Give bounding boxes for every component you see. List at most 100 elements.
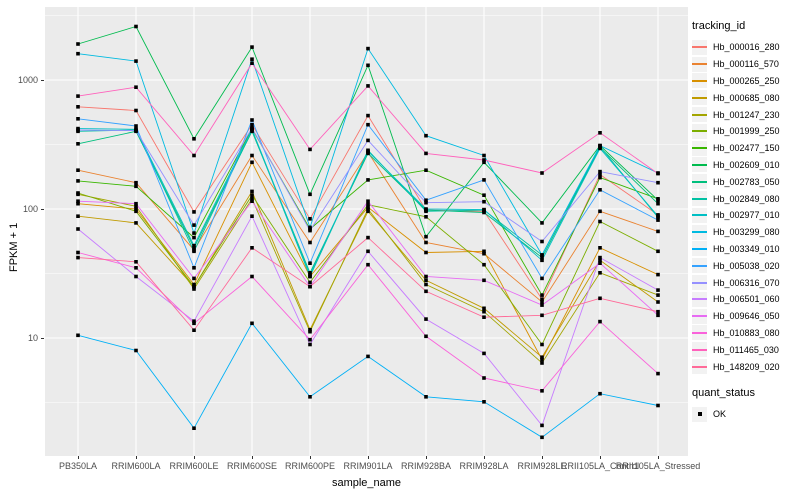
legend-item-label: Hb_000016_280 [713, 42, 780, 53]
line-sample-icon [692, 365, 707, 368]
legend-item: Hb_003349_010 [692, 241, 798, 258]
y-tick-label: 10 [27, 333, 38, 343]
x-tick-mark [658, 456, 659, 459]
x-tick-label: RRII105LA_Stressed [615, 461, 701, 471]
legend-item-label: Hb_006501_060 [713, 294, 780, 305]
legend-item-label: Hb_001999_250 [713, 126, 780, 137]
legend-item: Hb_002609_010 [692, 157, 798, 174]
legend-item: Hb_001247_230 [692, 106, 798, 123]
x-tick-mark [194, 456, 195, 459]
legend-key-swatch [692, 342, 707, 358]
legend-item-ok: OK [692, 406, 798, 423]
legend-item: Hb_010883_080 [692, 325, 798, 342]
data-points [76, 24, 660, 440]
gridlines-minor [45, 15, 688, 403]
line-sample-icon [692, 247, 707, 250]
legend-item: Hb_148209_020 [692, 358, 798, 375]
legend-key-swatch [692, 291, 707, 307]
legend-item-label: Hb_000265_250 [713, 75, 780, 86]
x-tick-mark [252, 456, 253, 459]
legend-key-swatch [692, 325, 707, 341]
legend-item: Hb_001999_250 [692, 123, 798, 140]
y-tick-label: 100 [22, 204, 38, 214]
legend-item-label: Hb_000116_570 [713, 59, 779, 70]
legend-item: Hb_002477_150 [692, 140, 798, 157]
legend-item-label: Hb_002609_010 [713, 159, 780, 170]
legend-item: Hb_000265_250 [692, 73, 798, 90]
legend-item: Hb_000116_570 [692, 56, 798, 73]
legend-item-label: Hb_006316_070 [713, 277, 780, 288]
line-sample-icon [692, 214, 707, 217]
legend-item: Hb_011465_030 [692, 341, 798, 358]
x-tick-mark [426, 456, 427, 459]
line-sample-icon [692, 96, 707, 99]
legend-item: Hb_000016_280 [692, 39, 798, 56]
legend-key-swatch [692, 157, 707, 173]
legend-item-label: Hb_148209_020 [713, 361, 780, 372]
plot-panel [45, 7, 688, 456]
x-tick-mark [484, 456, 485, 459]
legend-item-label: Hb_001247_230 [713, 109, 780, 120]
legend-item: Hb_000685_080 [692, 89, 798, 106]
y-tick-label: 1000 [17, 75, 38, 85]
legend-title-quant-status: quant_status [692, 386, 755, 399]
legend-item-label: OK [713, 409, 727, 420]
x-axis-title: sample_name [331, 477, 402, 489]
line-sample-icon [692, 231, 707, 234]
legend-key-swatch [692, 73, 707, 89]
legend-title-tracking-id: tracking_id [692, 20, 746, 32]
x-tick-label: RRIM928LA [459, 461, 509, 471]
legend-key-swatch [692, 359, 707, 375]
x-tick-label: RRII105LA_Control [560, 461, 640, 471]
line-sample-icon [692, 348, 707, 351]
line-sample-icon [692, 197, 707, 200]
legend-key-swatch [692, 241, 707, 257]
line-sample-icon [692, 163, 707, 166]
legend-item-label: Hb_002783_050 [713, 176, 780, 187]
legend-item: Hb_002977_010 [692, 207, 798, 224]
x-tick-label: RRIM600LA [111, 461, 161, 471]
legend-item-label: Hb_005038_020 [713, 260, 780, 271]
legend-key-swatch [692, 140, 707, 156]
x-tick-label: PB350LA [58, 461, 98, 471]
x-tick-mark [136, 456, 137, 459]
legend-item-label: Hb_003349_010 [713, 243, 780, 254]
x-tick-mark [542, 456, 543, 459]
legend-key-swatch [692, 90, 707, 106]
x-tick-label: RRIM928LE [517, 461, 567, 471]
legend-item: Hb_002849_080 [692, 190, 798, 207]
line-sample-icon [692, 113, 707, 116]
legend-key-swatch [692, 174, 707, 190]
legend-item-label: Hb_002977_010 [713, 210, 780, 221]
line-sample-icon [692, 281, 707, 284]
y-axis-title: FPKM + 1 [8, 222, 20, 272]
legend-key-swatch [692, 123, 707, 139]
x-tick-mark [600, 456, 601, 459]
line-sample-icon [692, 63, 707, 66]
line-sample-icon [692, 147, 707, 150]
x-tick-mark [78, 456, 79, 459]
line-sample-icon [692, 79, 707, 82]
legend-item-label: Hb_011465_030 [713, 344, 779, 355]
line-sample-icon [692, 130, 707, 133]
y-tick-mark [41, 80, 44, 81]
legend-item: Hb_009646_050 [692, 308, 798, 325]
legend-items: Hb_000016_280 Hb_000116_570 Hb_000265_250 H… [692, 39, 798, 375]
legend-key-swatch [692, 207, 707, 223]
line-sample-icon [692, 46, 707, 49]
legend-key-swatch [692, 39, 707, 55]
legend-key-swatch [692, 308, 707, 324]
legend-quant-status: quant_status OK [692, 387, 798, 423]
x-tick-label: RRIM600SE [226, 461, 278, 471]
legend-key-swatch [692, 107, 707, 123]
legend-key-swatch [692, 191, 707, 207]
legend-key-swatch [692, 406, 707, 422]
line-sample-icon [692, 180, 707, 183]
x-tick-label: RRIM600PE [284, 461, 336, 471]
legend-item-label: Hb_009646_050 [713, 311, 780, 322]
x-tick-mark [310, 456, 311, 459]
legend-item: Hb_006501_060 [692, 291, 798, 308]
legend-key-swatch [692, 56, 707, 72]
legend-item: Hb_005038_020 [692, 257, 798, 274]
